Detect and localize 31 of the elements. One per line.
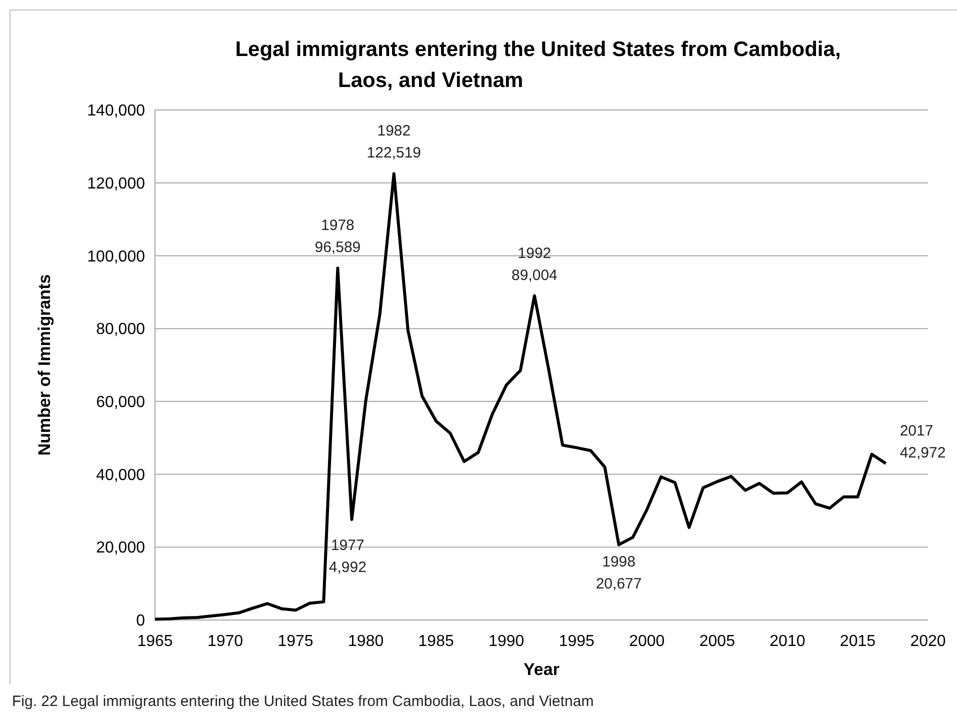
y-tick-label: 40,000 (96, 466, 146, 484)
annotation: 1998 20,677 (596, 554, 642, 593)
x-tick-label: 1980 (348, 633, 384, 650)
x-tick-label: 1990 (488, 633, 524, 650)
x-tick-label: 2010 (770, 633, 806, 650)
y-tick-label: 0 (136, 612, 146, 630)
y-tick-label: 60,000 (96, 394, 146, 412)
x-tick-label: 2020 (910, 633, 946, 650)
x-tick-label: 1985 (418, 633, 454, 650)
annotation: 1992 89,004 (512, 244, 558, 284)
x-tick-label: 2015 (840, 633, 876, 650)
x-tick-label: 2000 (629, 633, 665, 650)
x-tick-label: 1975 (278, 633, 314, 650)
x-axis-title: Year (524, 660, 560, 679)
x-tick-label: 1965 (137, 633, 173, 650)
x-tick-label: 1995 (558, 633, 595, 650)
y-axis-title: Number of Immigrants (35, 274, 54, 456)
annotation: 1977 4,992 (328, 536, 366, 576)
chart-title: Legal immigrants entering the United States from Cambodia, Laos, and Vietnam (235, 38, 841, 92)
y-tick-label: 80,000 (96, 321, 146, 338)
annotation: 2017 42,972 (900, 422, 946, 462)
y-tick-label: 100,000 (87, 248, 146, 266)
y-tick-label: 120,000 (87, 175, 146, 192)
annotation: 1978 96,589 (314, 217, 361, 256)
line-series (154, 172, 888, 621)
y-tick-label: 20,000 (96, 540, 146, 557)
y-tick-label: 140,000 (87, 102, 146, 120)
caption: Fig. 22 Legal immigrants entering the United States from Cambodia, Laos, and Vietnam (12, 693, 594, 710)
x-tick-label: 2005 (699, 633, 736, 650)
x-tick-label: 1970 (207, 633, 244, 650)
annotation: 1982 122,519 (366, 122, 422, 162)
